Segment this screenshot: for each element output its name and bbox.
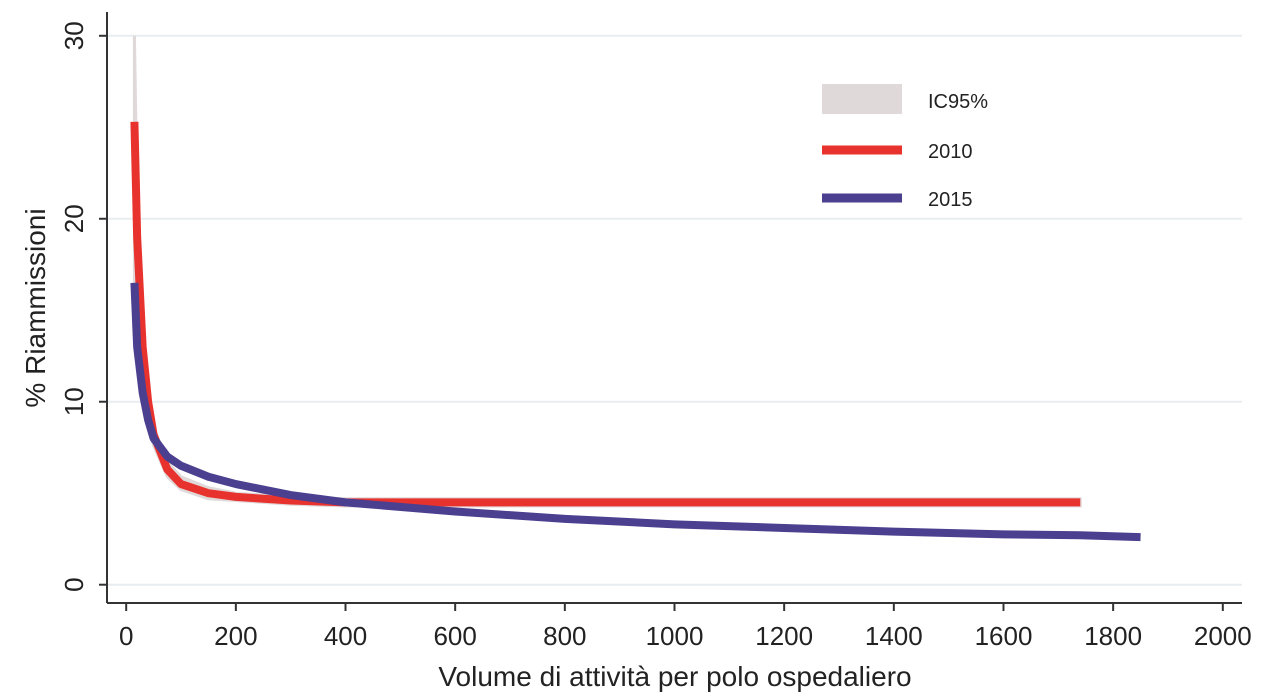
- line-series: [130, 121, 1081, 507]
- x-tick-label: 2000: [1194, 621, 1252, 651]
- x-tick-label: 600: [433, 621, 476, 651]
- x-tick-label: 0: [119, 621, 133, 651]
- x-tick-label: 800: [543, 621, 586, 651]
- legend-label: 2010: [928, 141, 973, 163]
- x-tick-label: 200: [214, 621, 257, 651]
- x-tick-label: 1800: [1084, 621, 1142, 651]
- legend-label: 2015: [928, 189, 973, 211]
- x-tick-label: 1600: [975, 621, 1033, 651]
- x-axis-label: Volume di attività per polo ospedaliero: [438, 661, 911, 692]
- x-tick-label: 1000: [646, 621, 704, 651]
- y-tick-label: 0: [59, 577, 89, 591]
- y-tick-label: 30: [59, 21, 89, 50]
- x-tick-label: 1200: [755, 621, 813, 651]
- legend-swatch: [822, 84, 902, 114]
- y-axis-label: % Riammissioni: [20, 208, 51, 407]
- x-tick-label: 400: [324, 621, 367, 651]
- plot-area: [107, 12, 1242, 603]
- x-tick-label: 1400: [865, 621, 923, 651]
- confidence-band: [132, 35, 1082, 508]
- y-tick-label: 20: [59, 204, 89, 233]
- y-tick-label: 10: [59, 387, 89, 416]
- legend-label: IC95%: [928, 91, 988, 113]
- line-series: [130, 282, 1141, 542]
